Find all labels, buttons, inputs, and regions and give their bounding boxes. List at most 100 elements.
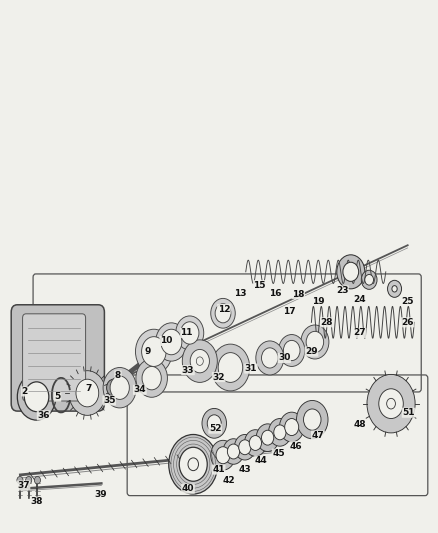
Circle shape [191, 352, 207, 370]
Circle shape [210, 298, 235, 328]
Text: 42: 42 [223, 476, 235, 484]
Circle shape [34, 477, 40, 484]
Circle shape [110, 376, 129, 399]
Circle shape [179, 447, 207, 481]
Circle shape [182, 451, 204, 478]
Text: 31: 31 [244, 364, 257, 373]
Text: 41: 41 [212, 465, 224, 474]
Circle shape [305, 332, 323, 353]
Circle shape [249, 435, 261, 450]
Text: 2: 2 [21, 387, 28, 396]
Text: 28: 28 [320, 318, 332, 327]
FancyBboxPatch shape [11, 305, 104, 411]
Circle shape [207, 415, 221, 432]
Text: 29: 29 [304, 347, 317, 356]
Text: 9: 9 [144, 347, 150, 356]
Text: 15: 15 [253, 280, 265, 289]
Text: 19: 19 [311, 296, 324, 305]
Text: 12: 12 [217, 304, 230, 313]
Circle shape [211, 344, 249, 391]
Text: 24: 24 [353, 295, 365, 304]
Circle shape [238, 440, 251, 455]
Circle shape [268, 418, 290, 446]
Circle shape [218, 353, 242, 382]
FancyBboxPatch shape [22, 314, 85, 401]
Text: 32: 32 [212, 373, 224, 382]
Circle shape [296, 400, 327, 439]
Circle shape [187, 458, 198, 471]
Text: 46: 46 [289, 442, 302, 451]
Circle shape [387, 280, 401, 297]
Circle shape [201, 408, 226, 438]
Circle shape [180, 322, 198, 344]
Circle shape [300, 325, 328, 359]
Text: 52: 52 [208, 424, 221, 433]
Text: 16: 16 [268, 288, 281, 297]
Circle shape [234, 434, 255, 460]
Circle shape [256, 424, 279, 451]
Circle shape [215, 304, 230, 323]
Text: 37: 37 [17, 481, 30, 490]
Text: 7: 7 [85, 384, 91, 393]
Circle shape [391, 286, 396, 292]
Text: 10: 10 [159, 336, 172, 345]
Text: 51: 51 [401, 408, 414, 417]
Circle shape [142, 367, 161, 390]
Circle shape [196, 357, 203, 366]
Circle shape [342, 262, 358, 281]
Circle shape [386, 398, 395, 409]
Circle shape [273, 425, 286, 440]
Text: 8: 8 [115, 371, 121, 380]
Circle shape [215, 447, 230, 464]
Text: 35: 35 [103, 396, 115, 405]
Circle shape [17, 477, 23, 484]
Circle shape [364, 274, 373, 285]
Circle shape [160, 329, 181, 355]
Circle shape [25, 477, 32, 484]
Text: 30: 30 [277, 353, 290, 362]
Text: 27: 27 [353, 328, 365, 337]
Circle shape [366, 374, 414, 433]
Text: 13: 13 [234, 288, 246, 297]
Circle shape [303, 409, 320, 430]
Circle shape [175, 316, 203, 350]
Circle shape [106, 379, 120, 396]
Text: 23: 23 [335, 286, 347, 295]
Text: 17: 17 [283, 307, 295, 316]
Circle shape [135, 329, 172, 374]
Text: 38: 38 [30, 497, 43, 506]
Circle shape [261, 348, 278, 368]
Circle shape [103, 368, 136, 408]
Text: 48: 48 [353, 421, 365, 430]
Circle shape [227, 444, 239, 459]
Text: 25: 25 [400, 296, 413, 305]
Circle shape [283, 341, 299, 361]
Circle shape [24, 382, 49, 411]
Circle shape [141, 337, 166, 367]
Circle shape [210, 440, 235, 470]
Text: 36: 36 [37, 411, 50, 420]
Text: 47: 47 [311, 431, 324, 440]
Circle shape [223, 439, 244, 464]
Circle shape [182, 340, 217, 382]
Text: 39: 39 [94, 489, 106, 498]
Circle shape [378, 389, 403, 418]
Text: 45: 45 [272, 449, 284, 458]
Circle shape [336, 255, 364, 289]
Circle shape [279, 412, 303, 442]
Circle shape [190, 350, 209, 373]
Circle shape [69, 370, 106, 415]
Text: 40: 40 [181, 484, 194, 493]
Circle shape [261, 430, 273, 445]
Circle shape [76, 379, 99, 407]
Text: 44: 44 [254, 456, 267, 465]
Circle shape [17, 373, 56, 420]
Circle shape [381, 392, 400, 415]
Text: 5: 5 [54, 392, 60, 401]
Circle shape [360, 270, 376, 289]
Circle shape [168, 434, 217, 494]
Circle shape [284, 418, 298, 435]
Text: 34: 34 [133, 385, 146, 394]
Text: 43: 43 [238, 465, 251, 474]
Text: 18: 18 [291, 289, 304, 298]
